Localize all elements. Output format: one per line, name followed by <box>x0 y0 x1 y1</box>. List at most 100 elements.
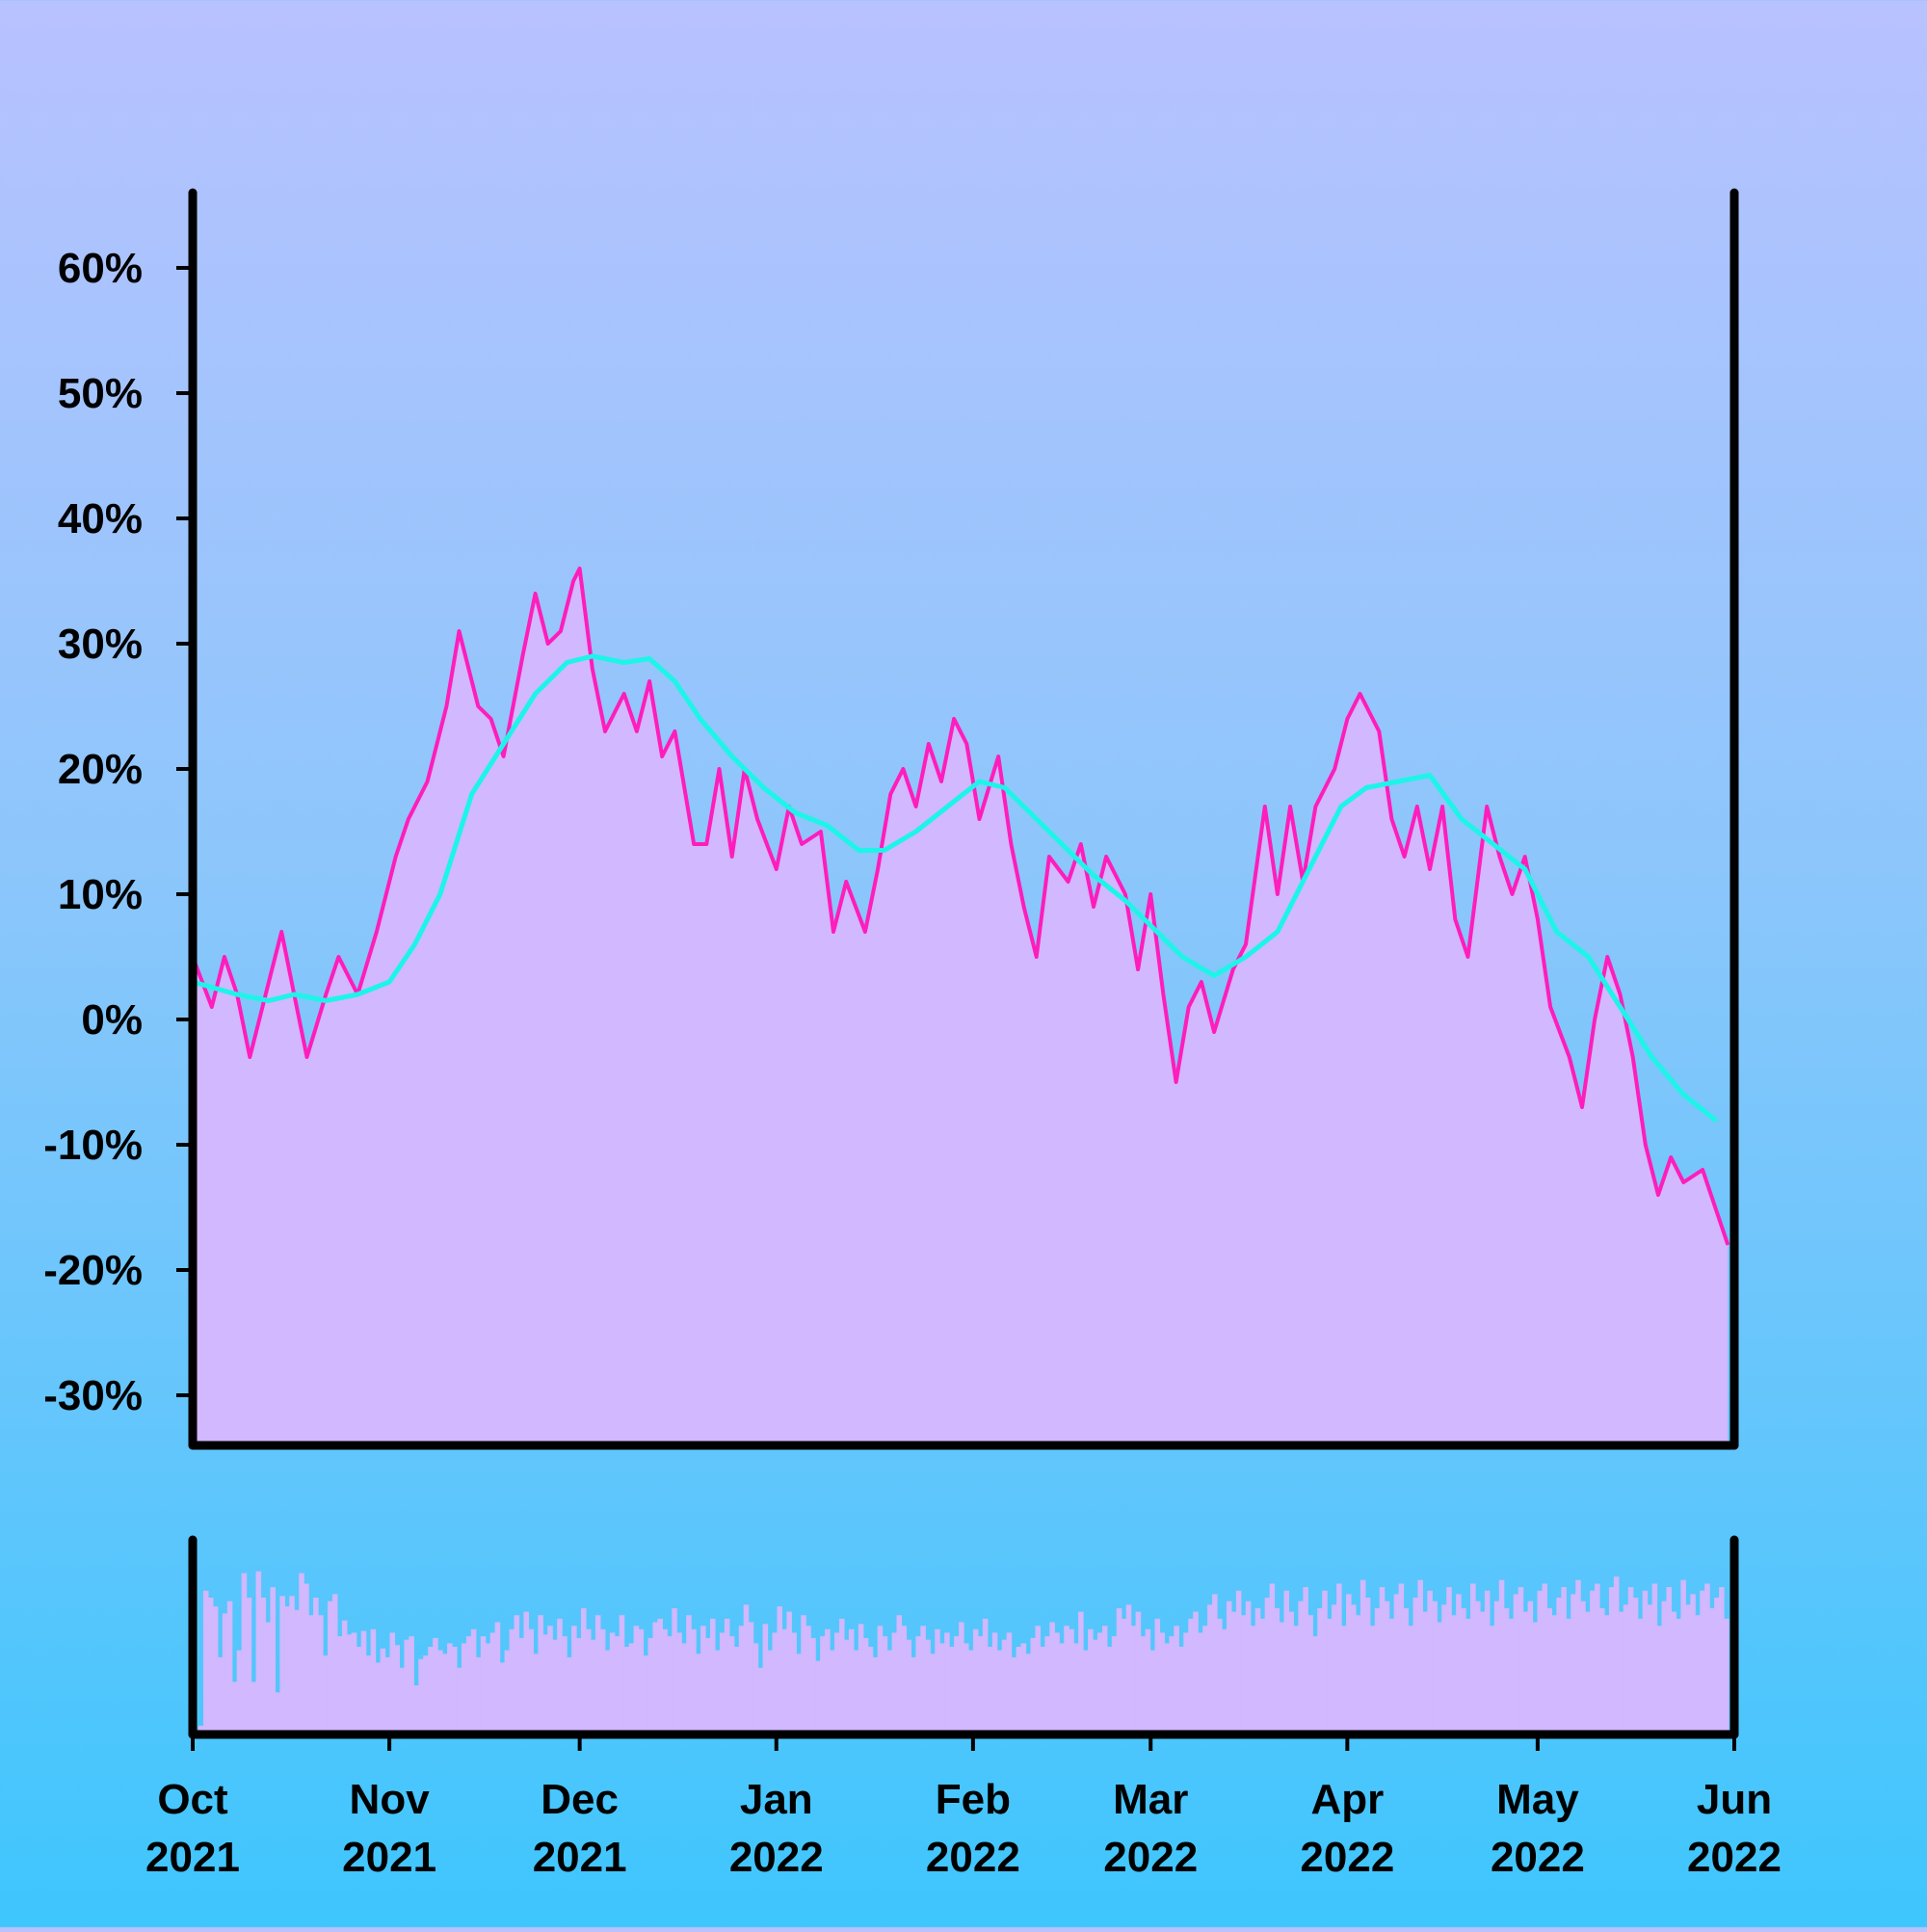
x-tick-label-year: 2022 <box>1103 1834 1198 1881</box>
volume-bar <box>1317 1608 1323 1734</box>
volume-bar <box>1088 1628 1094 1734</box>
volume-bar <box>1106 1647 1113 1734</box>
volume-bar <box>465 1636 472 1734</box>
volume-bar <box>542 1634 548 1734</box>
volume-bar <box>1580 1601 1586 1734</box>
volume-bar <box>1369 1626 1376 1734</box>
volume-bar <box>1522 1611 1529 1734</box>
volume-bar <box>786 1611 792 1734</box>
volume-bar <box>1202 1626 1208 1734</box>
volume-bar <box>518 1637 525 1734</box>
volume-bar <box>1154 1618 1161 1734</box>
volume-bar <box>709 1618 716 1734</box>
volume-bar <box>748 1622 754 1734</box>
volume-bar <box>1293 1626 1299 1734</box>
volume-bar <box>1489 1626 1495 1734</box>
volume-bar <box>1474 1601 1481 1734</box>
volume-bar <box>1618 1611 1624 1734</box>
volume-bar <box>442 1654 448 1734</box>
volume-bar <box>1149 1650 1156 1734</box>
x-axis: Oct 2021 Nov 2021 Dec 2021 Jan 2022 Feb 2022 Mar 20… <box>145 1734 1782 1881</box>
volume-bar <box>1518 1587 1524 1734</box>
volume-bar <box>772 1632 779 1734</box>
volume-bar <box>331 1594 338 1734</box>
volume-bar <box>1642 1590 1649 1734</box>
volume-bar <box>920 1626 926 1734</box>
volume-bar <box>404 1639 409 1734</box>
volume-bar <box>882 1636 888 1734</box>
volume-bar <box>1064 1626 1069 1734</box>
volume-bar <box>413 1685 419 1734</box>
x-tick-label-month: Jun <box>1697 1776 1772 1823</box>
volume-bar <box>652 1622 658 1734</box>
volume-bar <box>499 1662 506 1734</box>
volume-bar <box>585 1628 592 1734</box>
volume-bar <box>1279 1622 1285 1734</box>
volume-bar <box>1350 1604 1357 1734</box>
volume-bar <box>1724 1618 1729 1734</box>
volume-bar <box>896 1615 903 1734</box>
volume-bar <box>1566 1618 1571 1734</box>
volume-bar <box>1303 1587 1308 1734</box>
x-tick-label-year: 2022 <box>729 1834 824 1881</box>
volume-bar <box>1240 1615 1247 1734</box>
volume-bar <box>724 1618 730 1734</box>
volume-bar <box>643 1655 649 1734</box>
volume-bar <box>862 1637 869 1734</box>
volume-bar <box>1527 1601 1534 1734</box>
volume-bar <box>1561 1587 1567 1734</box>
volume-bar <box>848 1628 855 1734</box>
volume-bar <box>1145 1628 1151 1734</box>
volume-bar <box>547 1626 553 1734</box>
volume-bar <box>470 1628 477 1734</box>
volume-bar <box>1508 1618 1515 1734</box>
volume-bar <box>523 1611 530 1734</box>
volume-bar <box>480 1636 487 1734</box>
volume-bar <box>1685 1604 1691 1734</box>
volume-bar <box>609 1632 616 1734</box>
volume-bar <box>728 1636 735 1734</box>
volume-bar <box>686 1615 692 1734</box>
volume-bar <box>1283 1590 1290 1734</box>
volume-bar <box>991 1632 998 1734</box>
volume-bar <box>1709 1608 1715 1734</box>
volume-bar <box>719 1632 726 1734</box>
volume-bar <box>1671 1611 1677 1734</box>
volume-bar <box>977 1636 984 1734</box>
volume-bar <box>714 1650 721 1734</box>
volume-bar <box>1164 1643 1170 1734</box>
volume-bar <box>1388 1618 1395 1734</box>
y-tick-label: -20% <box>43 1247 143 1294</box>
volume-bar <box>207 1598 214 1734</box>
volume-bar <box>777 1606 783 1734</box>
volume-bar <box>1532 1622 1539 1734</box>
volume-bar <box>198 1725 204 1734</box>
volume-bar <box>394 1645 401 1734</box>
volume-bar <box>1193 1611 1199 1734</box>
volume-bar <box>1001 1639 1008 1734</box>
volume-bar <box>672 1608 677 1734</box>
volume-bar <box>294 1609 300 1734</box>
volume-bar <box>1585 1611 1591 1734</box>
volume-bar <box>284 1606 290 1734</box>
volume-bar <box>638 1628 645 1734</box>
volume-bar <box>867 1647 874 1734</box>
volume-bar <box>1011 1656 1017 1734</box>
volume-bar <box>327 1601 333 1734</box>
volume-bar <box>318 1615 324 1734</box>
volume-bar <box>1092 1639 1098 1734</box>
volume-bar <box>433 1637 438 1734</box>
price-line <box>191 567 1730 1246</box>
volume-bar <box>733 1647 740 1734</box>
volume-bar <box>954 1636 960 1734</box>
volume-bar <box>1073 1643 1079 1734</box>
volume-bar <box>614 1636 620 1734</box>
volume-bar <box>1188 1618 1194 1734</box>
y-tick-label: 60% <box>58 245 143 292</box>
volume-bar <box>825 1628 831 1734</box>
volume-bar <box>891 1632 898 1734</box>
volume-bar <box>1327 1618 1333 1734</box>
volume-bar <box>1235 1590 1242 1734</box>
volume-bar <box>915 1636 921 1734</box>
